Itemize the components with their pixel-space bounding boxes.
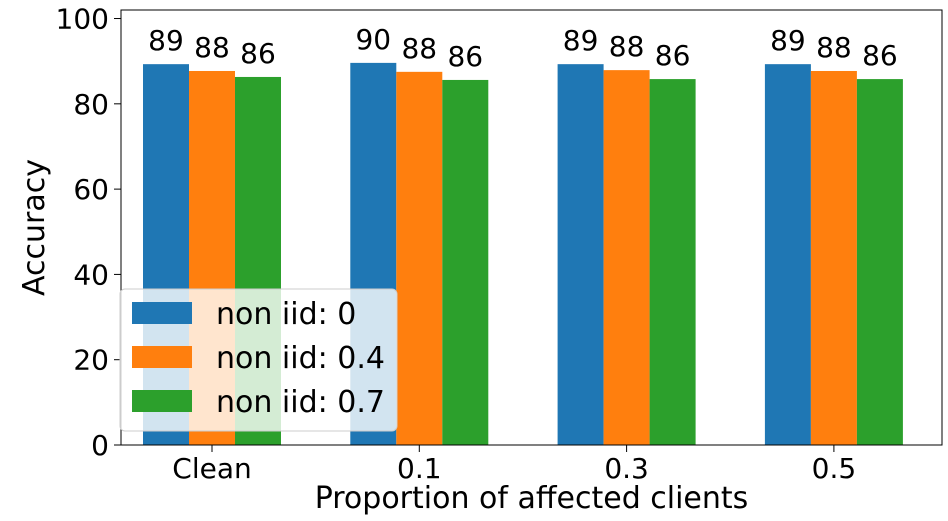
data-label-2-1: 86 [447, 40, 483, 73]
bar-1-2 [603, 70, 650, 445]
y-tick-label-1: 20 [73, 344, 109, 377]
data-labels-layer: 89 90 89 89 88 88 88 88 86 86 86 86 [148, 23, 898, 73]
legend-swatch-0 [132, 302, 192, 324]
y-axis-label: Accuracy [17, 159, 52, 296]
bar-2-2 [649, 79, 696, 446]
data-label-1-1: 88 [401, 32, 437, 65]
data-label-0-0: 89 [148, 24, 184, 57]
data-label-2-3: 86 [862, 39, 898, 72]
legend-label-2: non iid: 0.7 [216, 385, 385, 420]
data-label-1-2: 88 [609, 30, 645, 63]
bar-0-3 [764, 64, 811, 445]
legend-label-1: non iid: 0.4 [216, 341, 385, 376]
data-label-2-0: 86 [240, 37, 276, 70]
legend: non iid: 0 non iid: 0.4 non iid: 0.7 [119, 288, 398, 432]
y-tick-label-4: 80 [73, 88, 109, 121]
bar-2-3 [856, 79, 903, 446]
data-label-0-1: 90 [355, 23, 391, 56]
y-axis-ticks: 0 20 40 60 80 100 [56, 3, 121, 462]
legend-swatch-2 [132, 390, 192, 412]
bar-2-1 [442, 79, 489, 446]
data-label-0-2: 89 [563, 24, 599, 57]
y-tick-label-0: 0 [91, 429, 109, 462]
x-axis-label: Proportion of affected clients [315, 481, 749, 516]
legend-label-0: non iid: 0 [216, 297, 356, 332]
y-tick-label-5: 100 [56, 3, 109, 36]
y-tick-label-2: 40 [73, 258, 109, 291]
y-tick-label-3: 60 [73, 173, 109, 206]
x-tick-label-1: 0.1 [397, 452, 442, 485]
bar-0-2 [557, 64, 604, 445]
plot-frame [120, 9, 943, 446]
legend-swatch-1 [132, 346, 192, 368]
bar-1-3 [810, 70, 857, 445]
data-label-2-2: 86 [655, 39, 691, 72]
bar-1-1 [396, 71, 443, 446]
x-tick-label-3: 0.5 [812, 452, 857, 485]
data-label-1-3: 88 [816, 31, 852, 64]
data-label-0-3: 89 [770, 24, 806, 57]
x-tick-label-0: Clean [172, 452, 251, 485]
data-label-1-0: 88 [194, 31, 230, 64]
x-axis-ticks: Clean 0.1 0.3 0.5 [172, 445, 856, 485]
x-tick-label-2: 0.3 [604, 452, 649, 485]
